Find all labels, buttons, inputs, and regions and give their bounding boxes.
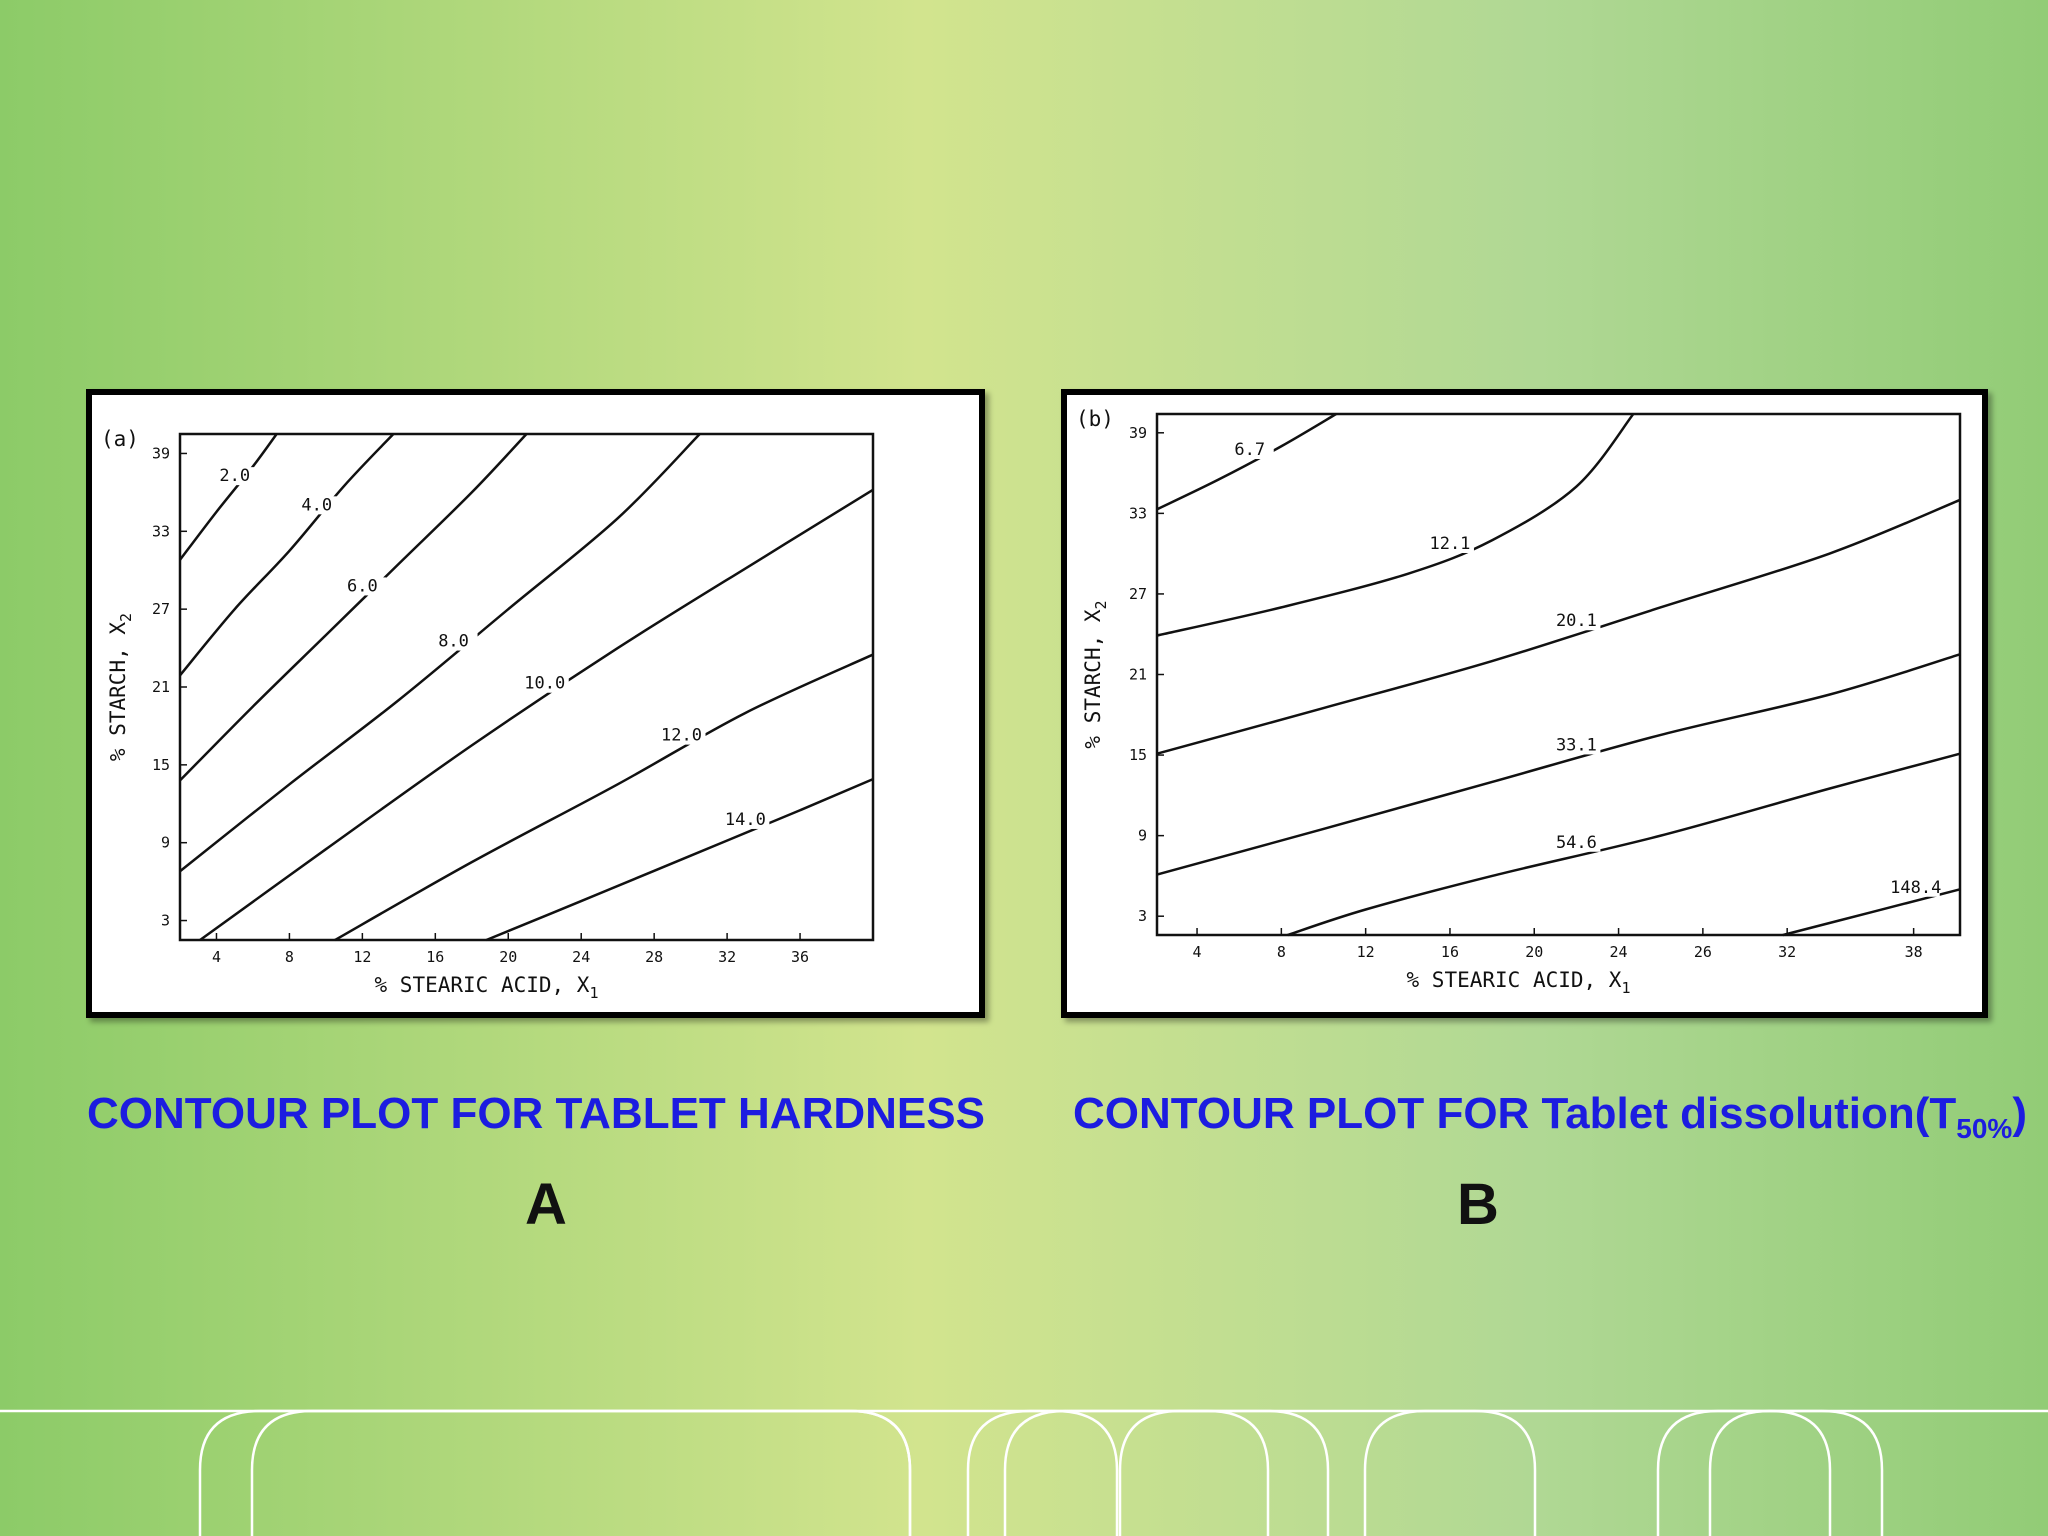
contour-label: 14.0 <box>725 810 766 830</box>
y-tick-label: 21 <box>1129 666 1147 684</box>
contour-label-bg <box>338 577 387 596</box>
x-tick-label: 12 <box>353 948 371 966</box>
y-tick-label: 33 <box>152 522 170 540</box>
contour-label-bg <box>1425 535 1474 554</box>
contour-label-bg <box>1552 736 1601 755</box>
x-tick-label: 24 <box>1610 943 1628 961</box>
contour-line <box>1156 653 1961 876</box>
y-tick-label: 39 <box>152 444 170 462</box>
contour-label: 12.0 <box>661 726 702 746</box>
contour-line <box>1782 888 1961 937</box>
x-tick-label: 38 <box>1905 943 1923 961</box>
x-tick-label: 4 <box>1193 943 1202 961</box>
y-tick-label: 3 <box>161 912 170 930</box>
x-tick-label: 16 <box>1441 943 1459 961</box>
y-axis-label-sub: 2 <box>117 613 135 622</box>
contour-label: 33.1 <box>1556 735 1597 755</box>
contour-label: 6.0 <box>347 576 378 596</box>
y-tick-label: 15 <box>1129 746 1147 764</box>
y-tick-label: 27 <box>1129 585 1147 603</box>
x-axis-label: % STEARIC ACID, X1 <box>375 973 599 1002</box>
x-axis-label-text: % STEARIC ACID, X <box>375 973 590 997</box>
caption-text: CONTOUR PLOT FOR TABLET HARDNESS <box>87 1089 985 1138</box>
x-tick-label: 8 <box>285 948 294 966</box>
contour-label: 54.6 <box>1556 833 1597 853</box>
contour-line <box>1156 412 1337 511</box>
contour-line <box>1156 498 1961 755</box>
x-tick-label: 4 <box>212 948 221 966</box>
contour-label: 2.0 <box>219 466 250 486</box>
y-tick-label: 3 <box>1138 907 1147 925</box>
contour-line <box>334 653 874 942</box>
contour-line <box>179 433 701 873</box>
x-tick-label: 28 <box>645 948 663 966</box>
contour-label-bg <box>721 810 770 829</box>
contour-label: 20.1 <box>1556 611 1597 631</box>
decoration <box>0 1409 2048 1536</box>
contour-line <box>485 777 874 942</box>
x-tick-label: 26 <box>1694 943 1712 961</box>
contour-label-bg <box>1891 878 1940 897</box>
x-tick-label: 32 <box>1778 943 1796 961</box>
y-tick-label: 33 <box>1129 504 1147 522</box>
contour-line <box>179 433 528 782</box>
contour-label-bg <box>1552 612 1601 631</box>
contour-label: 10.0 <box>524 674 565 694</box>
y-tick-label: 27 <box>152 600 170 618</box>
x-tick-label: 12 <box>1357 943 1375 961</box>
contour-label-bg <box>292 496 341 515</box>
y-axis-label: % STARCH, X2 <box>106 613 135 761</box>
x-tick-label: 16 <box>426 948 444 966</box>
contour-line <box>199 488 874 942</box>
x-axis-label-text: % STEARIC ACID, X <box>1407 968 1622 992</box>
x-tick-label: 8 <box>1277 943 1286 961</box>
caption-end: ) <box>2012 1089 2027 1138</box>
y-axis-label: % STARCH, X2 <box>1081 600 1110 748</box>
y-tick-label: 39 <box>1129 424 1147 442</box>
caption-sub: 50% <box>1956 1113 2012 1144</box>
contour-label-bg <box>520 674 569 693</box>
contour-label: 148.4 <box>1890 878 1941 898</box>
contour-label: 8.0 <box>438 632 469 652</box>
contour-label-bg <box>1225 441 1274 460</box>
panel-label: (b) <box>1076 407 1114 431</box>
caption-text: CONTOUR PLOT FOR Tablet dissolution(T <box>1073 1089 1956 1138</box>
x-axis-label-sub: 1 <box>1621 979 1630 997</box>
contour-line <box>179 433 395 677</box>
contour-label-bg <box>210 467 259 486</box>
chart-frame <box>1061 389 1988 1018</box>
contour-label: 4.0 <box>301 495 332 515</box>
y-axis-label-text: % STARCH, X <box>106 622 130 761</box>
y-tick-label: 15 <box>152 756 170 774</box>
x-tick-label: 20 <box>499 948 517 966</box>
y-axis-label-text: % STARCH, X <box>1081 609 1105 748</box>
contour-line <box>179 433 278 561</box>
caption: CONTOUR PLOT FOR Tablet dissolution(T50%… <box>1073 1089 2027 1144</box>
x-tick-label: 32 <box>718 948 736 966</box>
contour-label: 12.1 <box>1429 534 1470 554</box>
x-axis-label: % STEARIC ACID, X1 <box>1407 968 1631 997</box>
y-tick-label: 21 <box>152 678 170 696</box>
contour-label-bg <box>1552 833 1601 852</box>
x-tick-label: 36 <box>791 948 809 966</box>
y-tick-label: 9 <box>1138 827 1147 845</box>
x-tick-label: 20 <box>1525 943 1543 961</box>
contour-label-bg <box>657 726 706 745</box>
panel-label: (a) <box>101 427 139 451</box>
y-axis-label-sub: 2 <box>1092 600 1110 609</box>
contour-label: 6.7 <box>1234 440 1265 460</box>
panel-letter: A <box>525 1172 567 1237</box>
contour-label-bg <box>429 632 478 651</box>
contour-line <box>1156 413 1635 637</box>
x-tick-label: 24 <box>572 948 590 966</box>
panel-letter: B <box>1457 1172 1499 1237</box>
caption: CONTOUR PLOT FOR TABLET HARDNESS <box>87 1089 985 1138</box>
x-axis-label-sub: 1 <box>589 984 598 1002</box>
y-tick-label: 9 <box>161 834 170 852</box>
